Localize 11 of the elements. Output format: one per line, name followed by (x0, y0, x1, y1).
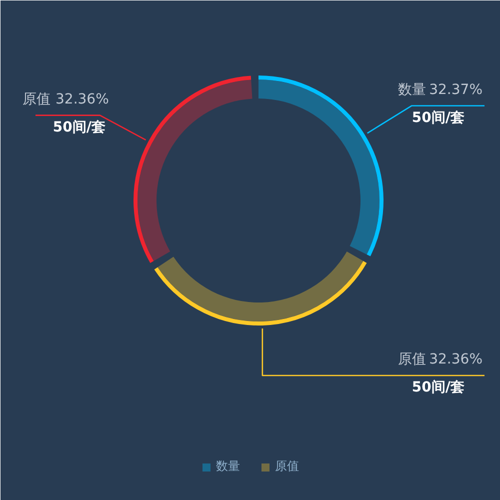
text: 32.37% (429, 82, 483, 98)
legend-label: 数量 (216, 458, 240, 475)
text: 32.36% (429, 352, 483, 368)
data-label: 50间/套 (412, 110, 465, 126)
data-label: 50间/套 (412, 380, 465, 396)
slice-label: 原值 (22, 91, 50, 108)
slice-label: 原值 (398, 352, 426, 368)
legend-label: 原值 (275, 458, 299, 475)
data-label: 50间/套 (52, 119, 106, 136)
slice-label: 数量 (398, 82, 426, 98)
text: 32.36% (56, 91, 109, 108)
